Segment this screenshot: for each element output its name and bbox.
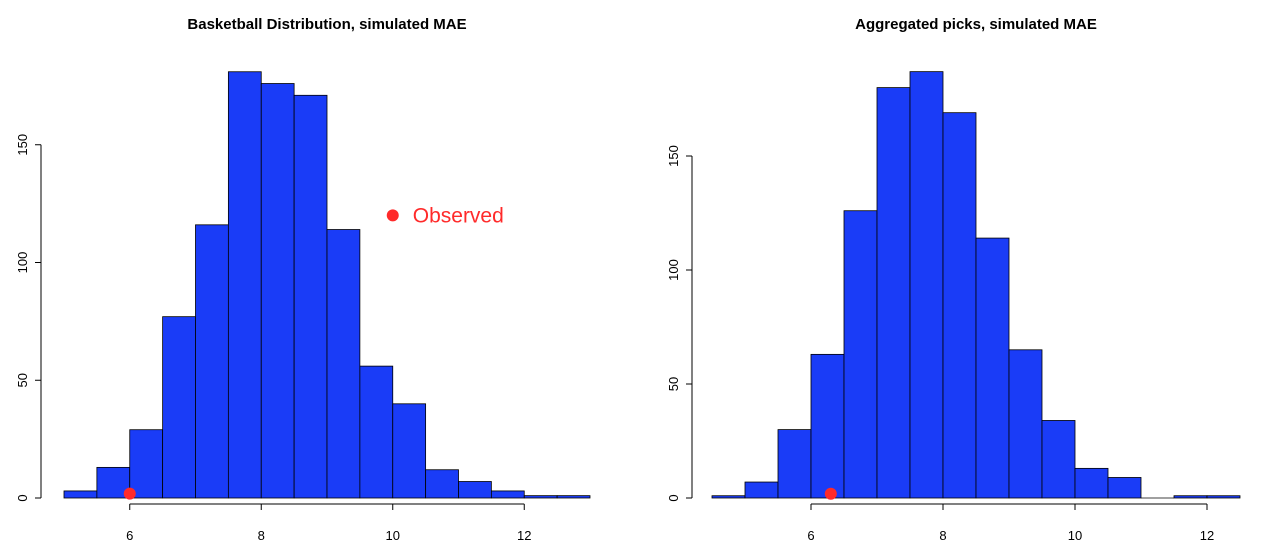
x-axis-tick-label: 10 <box>386 528 400 543</box>
chart-basketball-distribution: Basketball Distribution, simulated MAE 6… <box>15 16 591 543</box>
histogram-bar <box>876 87 911 499</box>
histogram-bar <box>359 365 394 499</box>
y-axis-tick-label: 150 <box>666 145 681 167</box>
y-axis-tick-label: 100 <box>15 252 30 274</box>
histogram-bar <box>195 224 229 499</box>
legend-label-observed: Observed <box>413 204 504 227</box>
chart-title-left: Basketball Distribution, simulated MAE <box>187 16 466 33</box>
x-axis-tick-label: 8 <box>939 528 946 543</box>
histogram-bar <box>1173 495 1208 499</box>
histogram-bar <box>1008 349 1043 499</box>
y-axis-tick-label: 50 <box>15 373 30 387</box>
histogram-bar <box>1206 495 1241 499</box>
y-axis-tick-label: 150 <box>15 134 30 156</box>
histogram-bar <box>63 490 98 499</box>
histogram-bar <box>744 481 779 499</box>
chart-title-right: Aggregated picks, simulated MAE <box>855 16 1097 33</box>
histogram-bar <box>129 429 164 499</box>
histogram-bar <box>227 71 262 499</box>
histogram-bar <box>425 469 459 499</box>
histogram-bar <box>711 495 746 499</box>
observed-point <box>123 487 136 500</box>
histogram-bar <box>293 94 328 499</box>
observed-point <box>824 487 837 500</box>
legend-marker <box>386 209 399 222</box>
histogram-bar <box>162 316 196 499</box>
histogram-bar <box>810 353 845 499</box>
histogram-bar <box>843 210 878 499</box>
histogram-bar <box>1041 420 1076 499</box>
chart-aggregated-picks: Aggregated picks, simulated MAE 6 8 10 12 0 5… <box>666 16 1241 543</box>
x-axis-tick-label: 6 <box>126 528 133 543</box>
histogram-bar <box>96 466 131 499</box>
y-axis-tick-label: 0 <box>15 494 30 501</box>
histogram-bar <box>1074 467 1109 499</box>
histogram-bar <box>260 83 295 499</box>
histogram-bar <box>556 495 591 499</box>
histogram-bar <box>942 112 977 499</box>
y-axis-tick-label: 0 <box>666 494 681 501</box>
x-axis-tick-label: 8 <box>258 528 265 543</box>
y-axis-tick-label: 50 <box>666 377 681 391</box>
x-axis-tick-label: 12 <box>1200 528 1214 543</box>
histogram-bar <box>326 229 361 499</box>
histogram-bar <box>1107 477 1142 499</box>
x-axis-tick-label: 10 <box>1068 528 1082 543</box>
histogram-bar <box>392 403 427 499</box>
histogram-bar <box>975 237 1010 499</box>
x-axis-tick-label: 6 <box>807 528 814 543</box>
histogram-bar <box>523 495 558 499</box>
histogram-bar <box>458 481 492 499</box>
histogram-bar <box>909 71 944 499</box>
histogram-bar <box>490 490 525 499</box>
x-axis-tick-label: 12 <box>517 528 531 543</box>
y-axis-tick-label: 100 <box>666 259 681 281</box>
histogram-bar <box>777 429 812 499</box>
